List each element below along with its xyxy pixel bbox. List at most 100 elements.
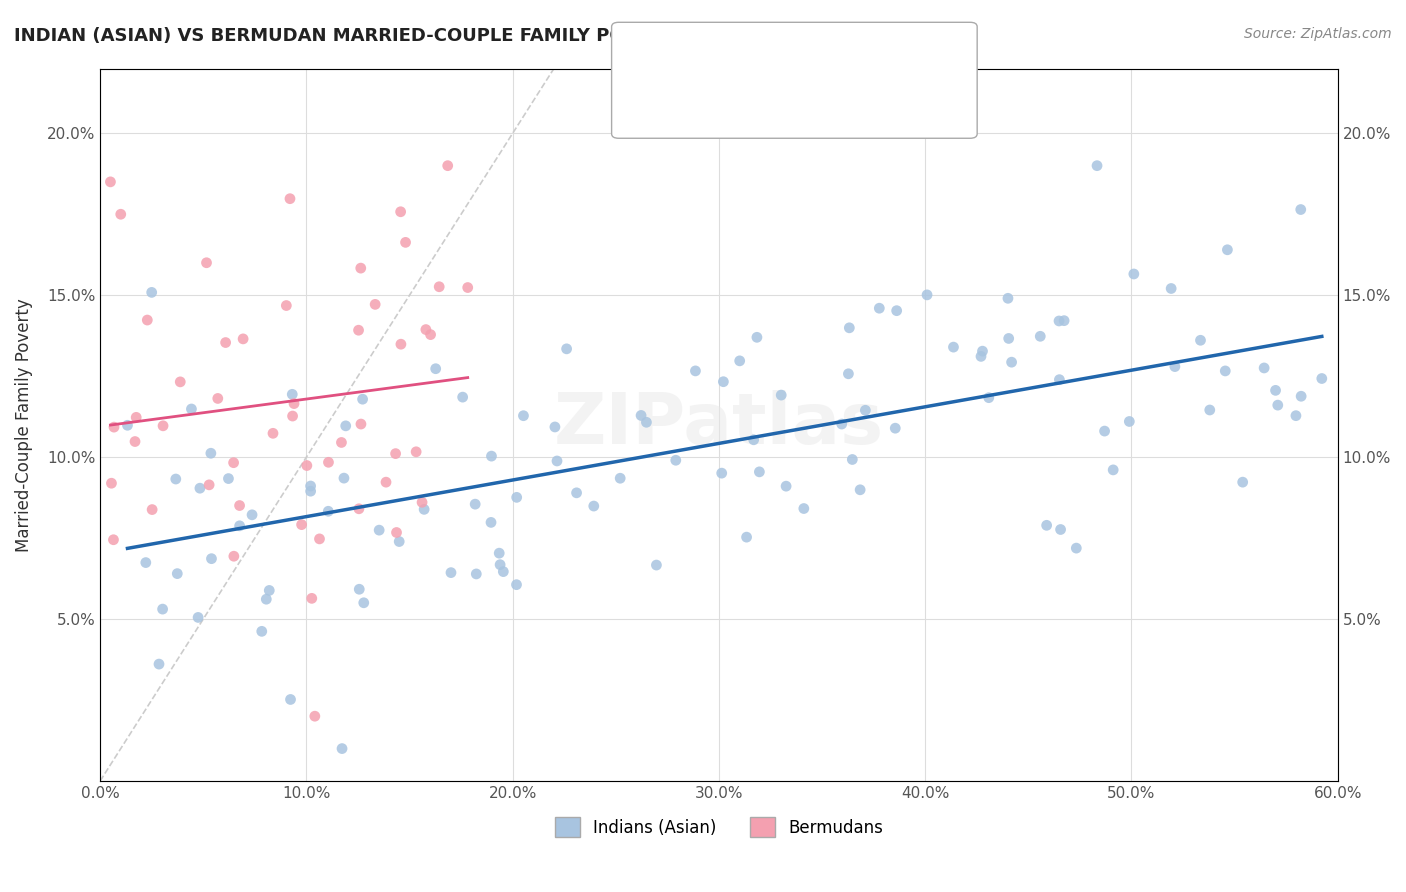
Point <box>735 530 758 544</box>
Point <box>295 458 318 473</box>
FancyBboxPatch shape <box>633 48 659 76</box>
Legend: Indians (Asian), Bermudans: Indians (Asian), Bermudans <box>548 810 890 844</box>
Point <box>301 591 323 606</box>
Point <box>187 610 209 624</box>
Point <box>1122 267 1144 281</box>
Text: 109: 109 <box>869 52 903 70</box>
Text: N =: N = <box>811 95 848 114</box>
Point <box>1289 389 1312 403</box>
Point <box>411 495 433 509</box>
Point <box>350 261 373 276</box>
Point <box>831 417 853 431</box>
Point <box>793 501 815 516</box>
Point <box>884 421 907 435</box>
Point <box>1085 159 1108 173</box>
Point <box>565 485 588 500</box>
Point <box>555 342 578 356</box>
Text: 0.202: 0.202 <box>727 95 779 114</box>
Text: N =: N = <box>811 52 848 70</box>
Point <box>942 340 965 354</box>
Point <box>1066 541 1088 555</box>
Point <box>1232 475 1254 490</box>
Point <box>505 577 527 591</box>
Point <box>349 582 371 597</box>
Point <box>299 479 322 493</box>
Point <box>748 465 770 479</box>
Point <box>837 367 859 381</box>
Point <box>316 504 339 518</box>
Point <box>141 502 163 516</box>
Point <box>868 301 890 316</box>
Point <box>136 313 159 327</box>
Point <box>388 534 411 549</box>
Point <box>352 392 374 407</box>
Point <box>685 364 707 378</box>
Text: INDIAN (ASIAN) VS BERMUDAN MARRIED-COUPLE FAMILY POVERTY CORRELATION CHART: INDIAN (ASIAN) VS BERMUDAN MARRIED-COUPL… <box>14 27 910 45</box>
Point <box>1029 329 1052 343</box>
Text: 0.518: 0.518 <box>727 52 779 70</box>
Point <box>103 420 125 434</box>
Point <box>489 558 512 572</box>
Point <box>195 256 218 270</box>
Point <box>1047 314 1070 328</box>
Point <box>375 475 398 490</box>
Point <box>770 388 793 402</box>
Point <box>389 337 412 351</box>
Point <box>347 323 370 337</box>
Point <box>254 592 277 607</box>
Point <box>188 481 211 495</box>
Point <box>165 472 187 486</box>
Point <box>713 375 735 389</box>
Point <box>665 453 688 467</box>
Point <box>166 566 188 581</box>
Point <box>1035 518 1057 533</box>
Point <box>350 417 373 431</box>
Point <box>103 533 125 547</box>
Point <box>228 518 250 533</box>
Point <box>636 415 658 429</box>
Point <box>1000 355 1022 369</box>
Point <box>915 288 938 302</box>
Point <box>330 741 353 756</box>
Point <box>1289 202 1312 217</box>
Text: Source: ZipAtlas.com: Source: ZipAtlas.com <box>1244 27 1392 41</box>
Point <box>347 501 370 516</box>
Text: R =: R = <box>673 95 709 114</box>
Point <box>457 280 479 294</box>
Point <box>1267 398 1289 412</box>
Point <box>838 321 860 335</box>
Point <box>117 418 139 433</box>
Point <box>1213 364 1236 378</box>
Point <box>546 454 568 468</box>
Point <box>335 418 357 433</box>
Point <box>728 354 751 368</box>
Point <box>1253 361 1275 376</box>
Point <box>100 175 122 189</box>
Point <box>110 207 132 221</box>
Point <box>465 566 488 581</box>
Point <box>180 402 202 417</box>
Point <box>997 331 1019 345</box>
Point <box>385 525 408 540</box>
Point <box>1047 373 1070 387</box>
Point <box>405 445 427 459</box>
Point <box>481 449 503 463</box>
Point <box>544 420 567 434</box>
Point <box>492 565 515 579</box>
Point <box>214 335 236 350</box>
Point <box>1049 523 1071 537</box>
Point <box>304 709 326 723</box>
Point <box>742 433 765 447</box>
Point <box>1164 359 1187 374</box>
Point <box>100 476 122 491</box>
Point <box>240 508 263 522</box>
Point <box>299 484 322 499</box>
Point <box>512 409 534 423</box>
Point <box>464 497 486 511</box>
Point <box>276 299 298 313</box>
Point <box>333 471 356 485</box>
Point <box>198 478 221 492</box>
Point <box>710 466 733 480</box>
Point <box>318 455 340 469</box>
Point <box>353 596 375 610</box>
